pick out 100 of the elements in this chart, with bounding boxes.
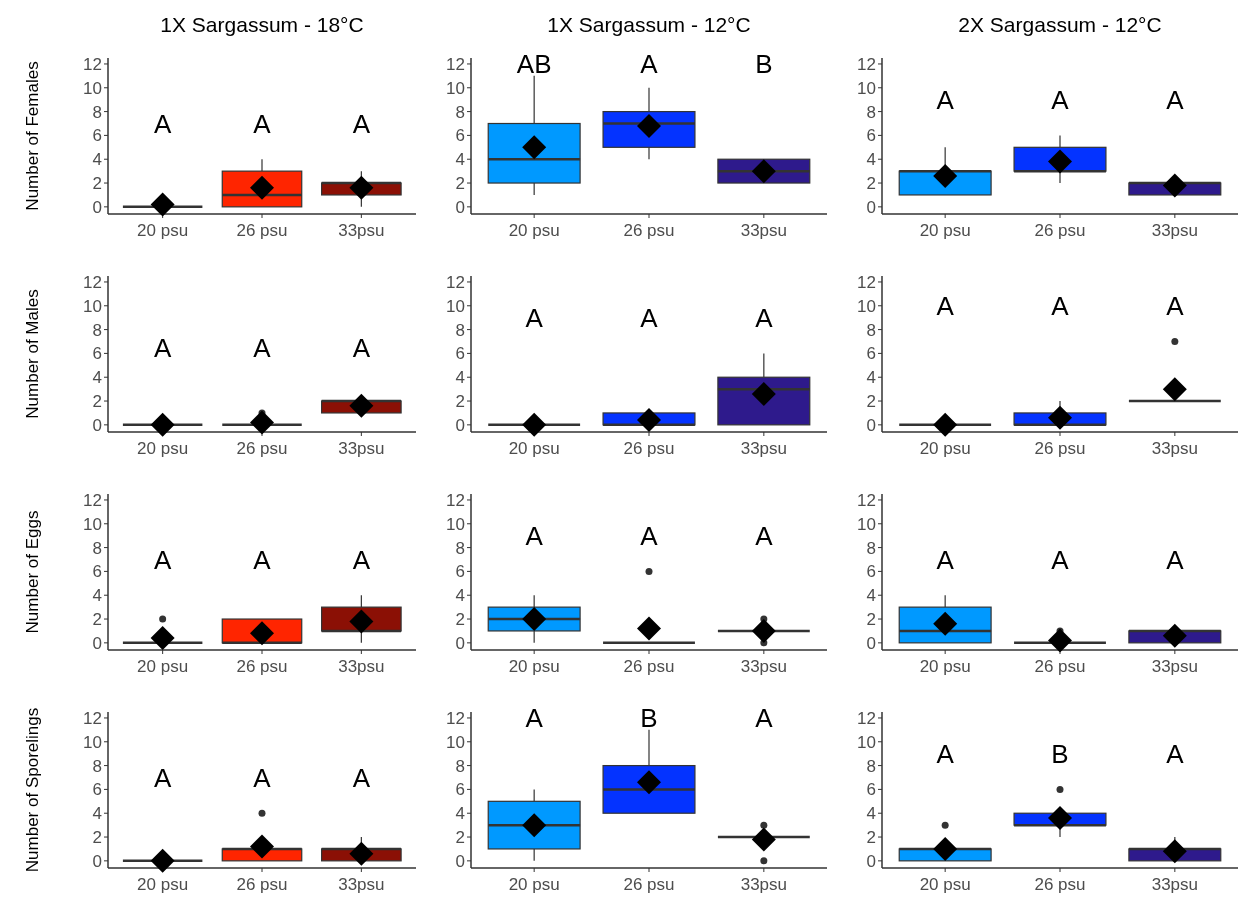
y-tick-label: 6 xyxy=(92,562,102,582)
annotation: A xyxy=(1166,84,1185,115)
y-tick-label: 8 xyxy=(866,102,876,122)
x-tick-label: 26 psu xyxy=(623,439,675,458)
y-tick-label: 0 xyxy=(455,633,465,653)
y-tick-label: 10 xyxy=(446,296,465,316)
annotation: A xyxy=(352,332,371,363)
x-tick-label: 33psu xyxy=(338,439,385,458)
x-tick-label: 26 psu xyxy=(1034,657,1086,676)
y-tick-label: 10 xyxy=(857,296,876,316)
x-tick-label: 20 psu xyxy=(508,439,560,458)
y-tick-label: 4 xyxy=(866,804,876,824)
annotation: A xyxy=(153,762,172,793)
x-tick-label: 20 psu xyxy=(508,221,560,240)
chart-title: 2X Sargassum - 12°C xyxy=(958,13,1162,36)
y-axis-title: Number of Sporelings xyxy=(23,707,42,873)
y-tick-label: 4 xyxy=(455,150,465,170)
annotation: A xyxy=(936,290,955,321)
x-tick-label: 26 psu xyxy=(1034,439,1086,458)
y-tick-label: 2 xyxy=(92,827,102,847)
x-tick-label: 26 psu xyxy=(1034,875,1086,894)
y-tick-label: 2 xyxy=(866,827,876,847)
y-tick-label: 12 xyxy=(83,272,102,292)
y-tick-label: 2 xyxy=(92,173,102,193)
annotation: A xyxy=(1166,738,1185,769)
y-tick-label: 2 xyxy=(455,173,465,193)
annotation: A xyxy=(253,332,272,363)
x-tick-label: 33psu xyxy=(740,875,787,894)
x-tick-label: 33psu xyxy=(740,221,787,240)
y-tick-label: 6 xyxy=(92,126,102,146)
y-tick-label: 10 xyxy=(83,78,102,98)
y-tick-label: 4 xyxy=(866,150,876,170)
y-tick-label: 8 xyxy=(455,102,465,122)
y-tick-label: 12 xyxy=(83,708,102,728)
x-tick-label: 20 psu xyxy=(919,875,971,894)
y-tick-label: 2 xyxy=(455,391,465,411)
y-axis-title: Number of Males xyxy=(23,289,42,419)
annotation: A xyxy=(352,108,371,139)
x-tick-label: 26 psu xyxy=(236,875,288,894)
x-tick-label: 20 psu xyxy=(508,657,560,676)
y-tick-label: 2 xyxy=(866,391,876,411)
annotation: AB xyxy=(516,49,552,80)
x-tick-label: 26 psu xyxy=(236,221,288,240)
x-tick-label: 33psu xyxy=(338,657,385,676)
y-tick-label: 12 xyxy=(446,54,465,74)
x-tick-label: 26 psu xyxy=(623,657,675,676)
x-tick-label: 26 psu xyxy=(623,875,675,894)
y-axis-title: Number of Females xyxy=(23,61,42,211)
y-tick-label: 8 xyxy=(866,756,876,776)
y-tick-label: 0 xyxy=(866,633,876,653)
annotation: B xyxy=(1051,738,1069,769)
y-tick-label: 8 xyxy=(92,102,102,122)
y-tick-label: 12 xyxy=(857,708,876,728)
x-tick-label: 26 psu xyxy=(236,439,288,458)
y-tick-label: 10 xyxy=(83,296,102,316)
y-tick-label: 2 xyxy=(866,173,876,193)
y-tick-label: 2 xyxy=(866,609,876,629)
x-tick-label: 26 psu xyxy=(236,657,288,676)
y-tick-label: 10 xyxy=(857,78,876,98)
y-tick-label: 2 xyxy=(92,609,102,629)
annotation: A xyxy=(936,544,955,575)
y-tick-label: 4 xyxy=(455,804,465,824)
y-tick-label: 10 xyxy=(83,732,102,752)
annotation: A xyxy=(755,703,774,734)
y-tick-label: 8 xyxy=(866,538,876,558)
y-tick-label: 4 xyxy=(455,368,465,388)
x-tick-label: 33psu xyxy=(1151,221,1198,240)
y-tick-label: 12 xyxy=(446,272,465,292)
annotation: A xyxy=(1051,290,1070,321)
y-tick-label: 4 xyxy=(92,586,102,606)
x-tick-label: 26 psu xyxy=(1034,221,1086,240)
annotation: A xyxy=(153,544,172,575)
annotation: A xyxy=(352,544,371,575)
x-tick-label: 26 psu xyxy=(623,221,675,240)
x-tick-label: 20 psu xyxy=(137,439,189,458)
chart-title: 1X Sargassum - 18°C xyxy=(160,13,364,36)
x-tick-label: 33psu xyxy=(740,657,787,676)
y-tick-label: 4 xyxy=(92,804,102,824)
y-tick-label: 12 xyxy=(83,490,102,510)
annotation: A xyxy=(253,544,272,575)
annotation: A xyxy=(755,520,774,551)
annotation: A xyxy=(1166,544,1185,575)
y-tick-label: 4 xyxy=(866,368,876,388)
annotation: A xyxy=(525,520,544,551)
y-tick-label: 6 xyxy=(455,562,465,582)
y-tick-label: 0 xyxy=(92,851,102,871)
x-tick-label: 20 psu xyxy=(137,875,189,894)
annotation: A xyxy=(936,84,955,115)
y-tick-label: 10 xyxy=(857,732,876,752)
y-tick-label: 12 xyxy=(857,490,876,510)
y-tick-label: 8 xyxy=(92,756,102,776)
y-tick-label: 12 xyxy=(446,708,465,728)
annotation: A xyxy=(352,762,371,793)
y-tick-label: 6 xyxy=(455,126,465,146)
y-tick-label: 12 xyxy=(857,272,876,292)
y-tick-label: 6 xyxy=(866,126,876,146)
annotation: A xyxy=(936,738,955,769)
y-tick-label: 8 xyxy=(455,756,465,776)
annotation: B xyxy=(640,703,658,734)
y-tick-label: 4 xyxy=(455,586,465,606)
